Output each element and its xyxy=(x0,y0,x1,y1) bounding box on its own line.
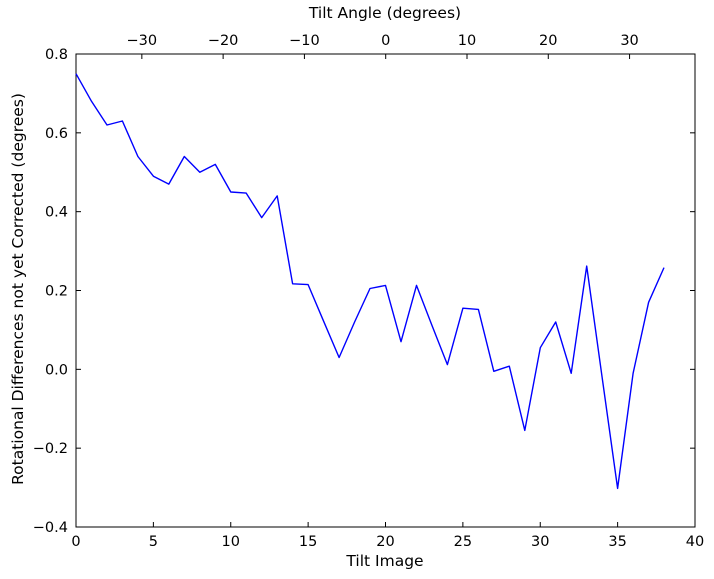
y-tick-label: 0.2 xyxy=(45,284,68,300)
top-axis-title: Tilt Angle (degrees) xyxy=(308,4,462,22)
y-tick-label: 0.8 xyxy=(45,47,68,63)
y-tick-label: 0.4 xyxy=(45,205,68,221)
y-tick-label: 0.6 xyxy=(45,126,68,142)
top-tick-label: 0 xyxy=(381,33,390,49)
x-tick-label: 35 xyxy=(608,534,626,550)
x-axis-title: Tilt Image xyxy=(346,552,424,570)
y-tick-label: −0.4 xyxy=(33,520,68,536)
plot-frame xyxy=(75,53,696,528)
top-tick-label: −10 xyxy=(289,33,320,49)
x-tick-label: 25 xyxy=(454,534,472,550)
x-tick-label: 40 xyxy=(686,534,704,550)
x-tick-label: 10 xyxy=(222,534,240,550)
top-tick-label: 30 xyxy=(620,33,638,49)
y-tick-label: −0.2 xyxy=(33,441,68,457)
y-axis-title: Rotational Differences not yet Corrected… xyxy=(9,93,27,485)
x-tick-label: 30 xyxy=(531,534,549,550)
x-tick-label: 0 xyxy=(71,534,80,550)
top-tick-label: −20 xyxy=(208,33,239,49)
top-tick-label: −30 xyxy=(127,33,158,49)
x-tick-label: 5 xyxy=(149,534,158,550)
top-tick-label: 10 xyxy=(458,33,476,49)
data-series-line xyxy=(75,73,665,490)
y-tick-label: 0.0 xyxy=(45,362,68,378)
x-tick-label: 20 xyxy=(376,534,394,550)
top-tick-label: 20 xyxy=(539,33,557,49)
x-tick-label: 15 xyxy=(299,534,317,550)
